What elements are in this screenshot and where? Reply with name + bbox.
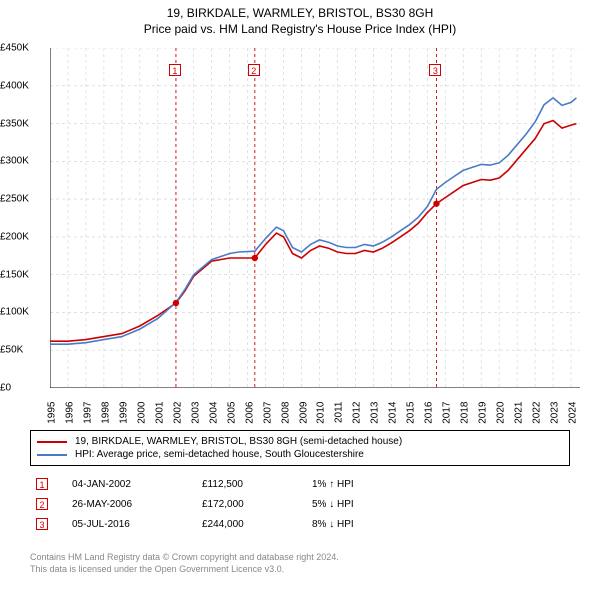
x-tick-label: 2023 [550,402,561,432]
y-tick-label: £50K [0,345,65,356]
legend-swatch [37,441,67,443]
sales-table: 1 04-JAN-2002£112,5001% ↑ HPI 2 26-MAY-2006… [30,474,570,534]
legend-item: HPI: Average price, semi-detached house,… [37,448,563,461]
x-tick-label: 2019 [478,402,489,432]
sale-row: 3 05-JUL-2016£244,0008% ↓ HPI [30,514,570,534]
x-tick-label: 2004 [208,402,219,432]
x-tick-label: 2015 [406,402,417,432]
x-tick-label: 1997 [82,402,93,432]
y-tick-label: £150K [0,269,65,280]
x-tick-label: 2005 [226,402,237,432]
legend-item: 19, BIRKDALE, WARMLEY, BRISTOL, BS30 8GH… [37,435,563,448]
x-tick-label: 2010 [316,402,327,432]
x-tick-label: 2013 [370,402,381,432]
sale-marker: 1 [169,64,181,76]
sale-price: £244,000 [202,519,312,530]
sale-price: £112,500 [202,479,312,490]
x-tick-label: 2018 [460,402,471,432]
x-tick-label: 1995 [47,402,58,432]
y-tick-label: £100K [0,307,65,318]
sale-row: 1 04-JAN-2002£112,5001% ↑ HPI [30,474,570,494]
x-tick-label: 2012 [352,402,363,432]
x-tick-label: 2017 [442,402,453,432]
y-tick-label: £400K [0,80,65,91]
sale-diff: 1% ↑ HPI [312,479,432,490]
x-tick-label: 1999 [118,402,129,432]
y-tick-label: £0 [0,383,65,394]
sale-date: 05-JUL-2016 [72,519,202,530]
footer-line-2: This data is licensed under the Open Gov… [30,564,339,576]
x-tick-label: 2003 [190,402,201,432]
legend-swatch [37,454,67,456]
legend-label: HPI: Average price, semi-detached house,… [75,449,364,460]
x-tick-label: 1998 [100,402,111,432]
chart-title: 19, BIRKDALE, WARMLEY, BRISTOL, BS30 8GH [0,0,600,20]
y-tick-label: £350K [0,118,65,129]
x-tick-label: 2020 [496,402,507,432]
x-tick-label: 2007 [262,402,273,432]
chart-area [50,48,580,388]
chart-svg [50,48,580,388]
legend: 19, BIRKDALE, WARMLEY, BRISTOL, BS30 8GH… [30,430,570,466]
x-tick-label: 2002 [172,402,183,432]
x-tick-label: 2011 [334,402,345,432]
sale-date: 26-MAY-2006 [72,499,202,510]
x-tick-label: 2008 [280,402,291,432]
y-tick-label: £450K [0,43,65,54]
x-tick-label: 2016 [424,402,435,432]
sale-row-marker: 2 [36,498,48,510]
x-tick-label: 2009 [298,402,309,432]
x-tick-label: 2000 [136,402,147,432]
sale-row-marker: 3 [36,518,48,530]
sale-marker: 3 [429,64,441,76]
y-tick-label: £250K [0,194,65,205]
footer-attribution: Contains HM Land Registry data © Crown c… [30,552,339,575]
sale-diff: 5% ↓ HPI [312,499,432,510]
footer-line-1: Contains HM Land Registry data © Crown c… [30,552,339,564]
x-tick-label: 2024 [568,402,579,432]
x-tick-label: 2022 [532,402,543,432]
x-tick-label: 2014 [388,402,399,432]
x-tick-label: 1996 [64,402,75,432]
sale-price: £172,000 [202,499,312,510]
x-tick-label: 2006 [244,402,255,432]
x-tick-label: 2021 [514,402,525,432]
legend-label: 19, BIRKDALE, WARMLEY, BRISTOL, BS30 8GH… [75,436,402,447]
y-tick-label: £300K [0,156,65,167]
sale-diff: 8% ↓ HPI [312,519,432,530]
chart-subtitle: Price paid vs. HM Land Registry's House … [0,20,600,36]
x-tick-label: 2001 [154,402,165,432]
sale-row-marker: 1 [36,478,48,490]
y-tick-label: £200K [0,231,65,242]
sale-marker: 2 [248,64,260,76]
sale-date: 04-JAN-2002 [72,479,202,490]
sale-row: 2 26-MAY-2006£172,0005% ↓ HPI [30,494,570,514]
chart-container: 19, BIRKDALE, WARMLEY, BRISTOL, BS30 8GH… [0,0,600,590]
